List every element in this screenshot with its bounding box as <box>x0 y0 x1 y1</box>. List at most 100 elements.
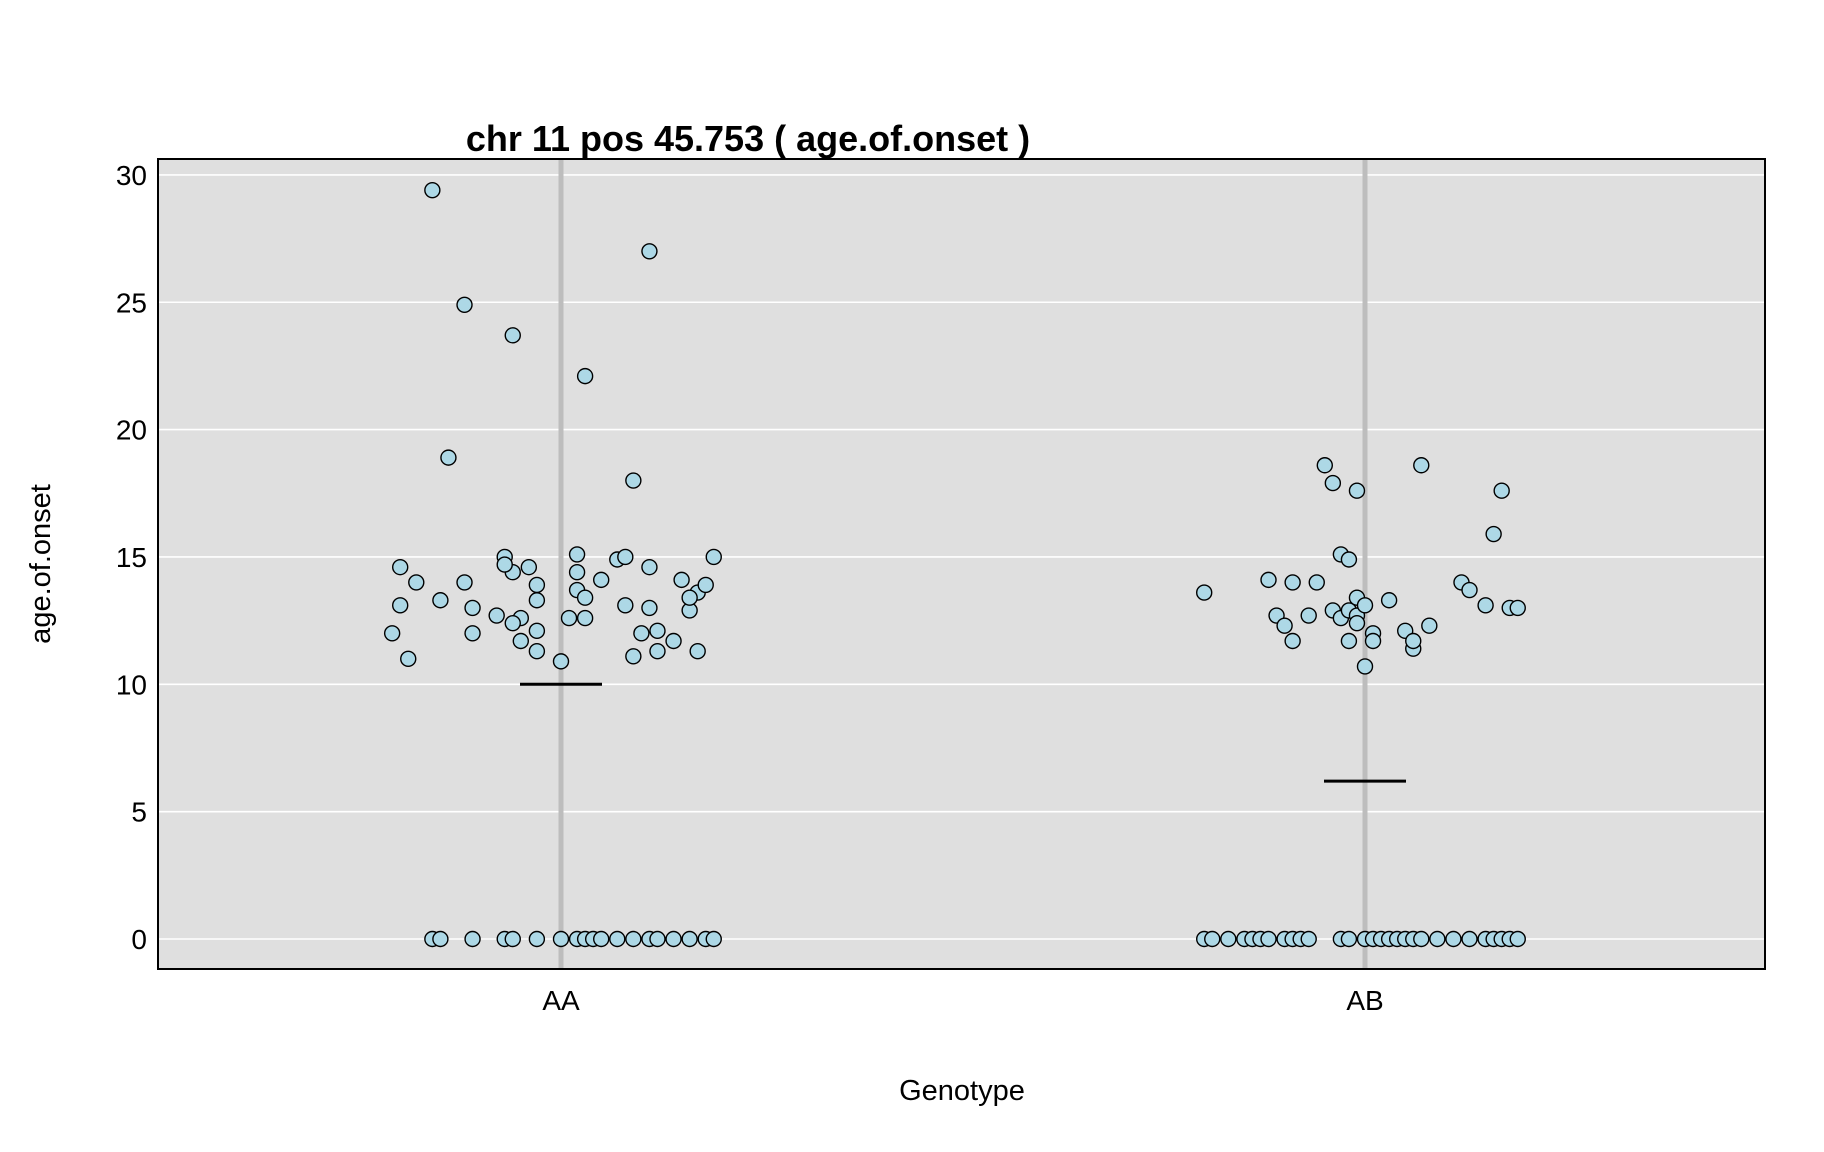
point-aa-44 <box>560 609 578 627</box>
point-aa-57 <box>504 930 521 948</box>
point-aa-38 <box>400 650 417 668</box>
point-aa-63 <box>593 930 610 948</box>
x-tick-label-aa: AA <box>542 985 580 1016</box>
point-ab-34 <box>1509 599 1526 617</box>
point-aa-12 <box>520 558 538 576</box>
point-ab-58 <box>1429 930 1446 948</box>
point-aa-58 <box>528 930 546 948</box>
point-aa-46 <box>552 653 570 670</box>
point-aa-13 <box>528 576 546 594</box>
point-aa-33 <box>641 599 658 617</box>
point-ab-39 <box>1220 930 1237 948</box>
point-aa-31 <box>576 589 594 606</box>
point-ab-9 <box>1284 574 1301 591</box>
point-aa-32 <box>617 597 634 614</box>
point-aa-1 <box>456 296 473 313</box>
plot-panel <box>158 159 1765 969</box>
point-ab-43 <box>1260 930 1277 948</box>
point-ab-57 <box>1413 930 1430 948</box>
x-tick-label-ab: AB <box>1346 985 1383 1016</box>
point-ab-2 <box>1348 482 1366 499</box>
point-aa-24 <box>432 592 449 609</box>
point-aa-49 <box>649 622 666 640</box>
point-aa-4 <box>641 243 658 260</box>
point-ab-8 <box>1260 571 1277 589</box>
point-aa-3 <box>576 367 594 385</box>
point-ab-36 <box>1356 658 1374 675</box>
point-ab-22 <box>1340 632 1358 650</box>
point-aa-40 <box>504 614 521 632</box>
point-aa-51 <box>665 632 682 650</box>
y-tick-label-5: 5 <box>131 797 147 828</box>
point-aa-36 <box>697 576 714 594</box>
point-aa-18 <box>617 548 634 566</box>
point-ab-24 <box>1356 597 1374 614</box>
point-ab-5 <box>1485 525 1502 543</box>
chart-title: chr 11 pos 45.753 ( age.of.onset ) <box>466 118 1030 159</box>
point-aa-54 <box>432 930 449 948</box>
y-tick-label-10: 10 <box>116 669 147 700</box>
point-aa-23 <box>392 597 409 614</box>
point-ab-60 <box>1461 930 1478 948</box>
x-tick-labels: AA AB <box>542 985 1383 1016</box>
point-ab-38 <box>1204 930 1221 948</box>
point-aa-9 <box>456 574 473 591</box>
point-aa-8 <box>408 574 425 591</box>
point-ab-4 <box>1493 482 1510 499</box>
category-lines <box>558 159 1368 969</box>
point-ab-23 <box>1348 614 1366 632</box>
point-ab-59 <box>1445 930 1462 948</box>
point-aa-5 <box>440 449 457 466</box>
y-tick-labels: 0 5 10 15 20 25 30 <box>116 160 147 955</box>
point-aa-52 <box>689 642 706 660</box>
point-aa-37 <box>383 625 401 642</box>
point-aa-42 <box>528 642 546 660</box>
point-aa-65 <box>625 930 642 948</box>
point-aa-6 <box>625 472 642 489</box>
point-aa-19 <box>641 558 658 576</box>
point-aa-48 <box>633 625 650 642</box>
point-aa-47 <box>625 648 642 665</box>
point-aa-25 <box>464 599 481 617</box>
point-aa-14 <box>568 546 586 563</box>
data-points <box>383 181 1526 948</box>
point-ab-16 <box>1300 607 1317 624</box>
point-aa-29 <box>528 592 546 609</box>
point-ab-65 <box>1509 930 1526 948</box>
point-ab-12 <box>1461 581 1478 599</box>
point-ab-49 <box>1340 930 1358 948</box>
point-ab-35 <box>1284 632 1301 650</box>
point-aa-0 <box>424 181 441 199</box>
point-aa-20 <box>673 571 690 589</box>
point-ab-30 <box>1405 632 1422 650</box>
point-ab-10 <box>1308 574 1325 591</box>
point-aa-41 <box>512 632 529 650</box>
point-aa-68 <box>665 930 682 948</box>
point-aa-27 <box>496 556 513 573</box>
point-aa-67 <box>649 930 666 948</box>
point-ab-31 <box>1421 617 1438 634</box>
point-ab-3 <box>1413 457 1430 474</box>
point-ab-13 <box>1195 584 1213 601</box>
point-ab-15 <box>1276 617 1293 634</box>
point-aa-43 <box>528 622 546 640</box>
point-ab-0 <box>1316 457 1334 474</box>
point-ab-32 <box>1477 597 1494 614</box>
point-aa-50 <box>649 642 666 660</box>
point-ab-47 <box>1300 930 1317 948</box>
point-aa-59 <box>552 930 570 948</box>
point-aa-15 <box>568 564 586 581</box>
y-axis-label: age.of.onset <box>25 484 57 644</box>
y-tick-label-25: 25 <box>116 287 147 318</box>
point-aa-2 <box>504 327 521 344</box>
point-ab-27 <box>1380 592 1398 609</box>
point-aa-7 <box>392 558 409 576</box>
y-tick-label-20: 20 <box>116 415 147 446</box>
plot-border <box>157 158 1766 970</box>
mean-lines <box>520 682 1406 783</box>
point-aa-22 <box>705 548 722 566</box>
point-ab-26 <box>1364 632 1382 650</box>
x-axis-label: Genotype <box>899 1075 1025 1107</box>
point-aa-55 <box>464 930 481 948</box>
point-aa-69 <box>681 930 698 948</box>
